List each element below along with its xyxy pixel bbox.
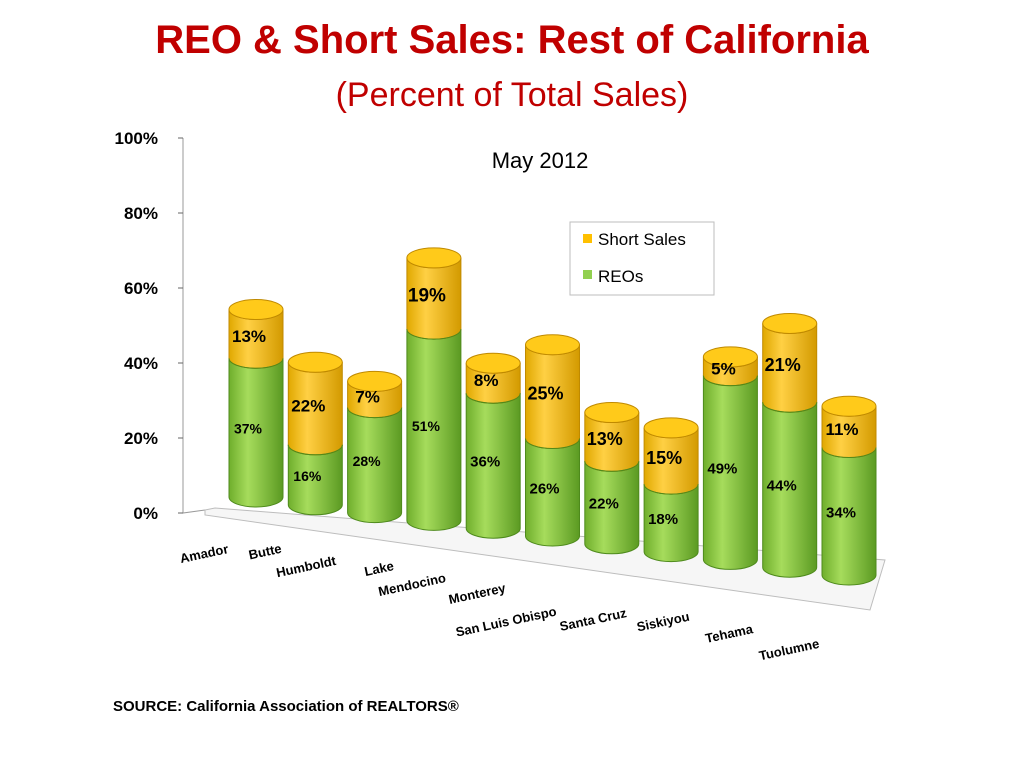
legend-label-short-sales: Short Sales [598,230,686,249]
data-label-reo: 16% [293,468,322,484]
cylinder-monterey: 26% 25% [525,334,580,547]
data-label-reo: 22% [589,496,619,513]
category-label: Lake [363,558,395,579]
category-label: Siskiyou [635,609,690,635]
cylinder-top [702,346,758,368]
category-label: San Luis Obispo [454,604,558,640]
category-label: Butte [247,541,283,563]
y-tick-label: 20% [124,429,158,448]
legend-label-reos: REOs [598,267,643,286]
category-label: Santa Cruz [558,605,628,634]
data-label-reo: 49% [707,461,737,478]
cylinder-butte: 16% 22% [287,351,343,516]
data-label-short-sales: 13% [587,429,623,449]
cylinder-siskiyou: 49% 5% [702,346,758,570]
y-tick-label: 40% [124,354,158,373]
cylinder-tehama: 44% 21% [762,312,818,578]
cylinder-tuolumne: 34% 11% [821,395,877,586]
data-label-short-sales: 19% [408,286,446,307]
data-label-short-sales: 8% [474,371,499,390]
data-label-reo: 37% [234,421,263,437]
cylinder-top [643,417,699,439]
slide-subtitle: (Percent of Total Sales) [335,76,689,114]
cylinder-top [821,395,877,417]
source-note: SOURCE: California Association of REALTO… [113,698,459,715]
data-label-reo: 26% [529,480,559,497]
cylinder-lake: 51% 19% [406,247,462,531]
y-tick-label: 80% [124,204,158,223]
data-label-short-sales: 22% [291,397,325,416]
data-label-reo: 18% [648,511,678,528]
cylinder-top [287,351,343,373]
cylinder-top [525,334,580,356]
cylinder-top [584,402,640,424]
category-label: Monterey [447,580,507,607]
y-tick-label: 100% [115,129,158,148]
category-label: Amador [178,541,229,566]
data-label-short-sales: 15% [646,448,682,468]
cylinder-mendocino: 36% 8% [465,352,521,539]
chart-title: May 2012 [492,148,589,173]
category-label: Tuolumne [758,636,821,663]
data-label-short-sales: 5% [711,359,736,378]
bars: 37% 13% 16% 22% 28% 7% 51% 19% 36% 8% 26% 25% 22% 13%… [228,247,877,586]
data-label-short-sales: 11% [825,420,858,439]
data-label-reo: 51% [412,418,441,434]
cylinder-top [406,247,462,269]
cylinder-humboldt: 28% 7% [347,370,403,524]
category-label: Tehama [704,621,755,646]
legend-swatch-reos [583,270,592,279]
y-tick-label: 60% [124,279,158,298]
y-axis: 0% 20% 40% 60% 80% 100% [115,129,183,523]
cylinder-santa-cruz: 18% 15% [643,417,699,563]
data-label-short-sales: 7% [355,387,380,406]
cylinder-top [465,352,521,374]
y-tick-label: 0% [133,504,158,523]
category-label: Humboldt [275,553,338,580]
data-label-reo: 28% [353,453,382,469]
cylinder-top [228,299,284,320]
data-label-reo: 34% [826,504,856,521]
data-label-short-sales: 21% [765,355,801,375]
data-label-short-sales: 13% [232,327,266,346]
legend: Short Sales REOs [569,221,715,296]
slide-title: REO & Short Sales: Rest of California [155,18,869,62]
data-label-reo: 36% [470,454,500,471]
legend-swatch-short-sales [583,234,592,243]
data-label-short-sales: 25% [527,384,563,404]
data-label-reo: 44% [767,478,797,495]
cylinder-amador: 37% 13% [228,299,284,508]
cylinder-top [347,370,403,392]
cylinder-top [762,312,818,334]
cylinder-san-luis-obispo: 22% 13% [584,402,640,555]
